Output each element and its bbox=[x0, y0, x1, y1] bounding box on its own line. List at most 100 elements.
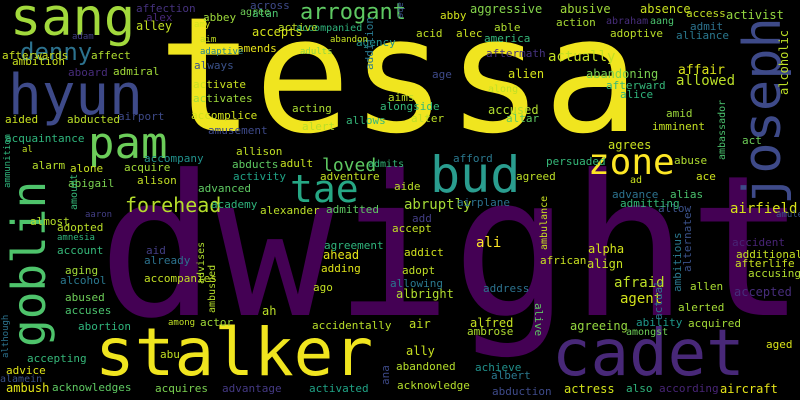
word-america: america bbox=[484, 32, 531, 45]
word-aaron: aaron bbox=[85, 210, 113, 220]
word-alfred: alfred bbox=[470, 316, 514, 330]
word-aging: aging bbox=[65, 264, 99, 277]
word-abe: abe bbox=[395, 2, 405, 19]
word-ability: ability bbox=[636, 316, 683, 329]
word-arrogant: arrogant bbox=[300, 0, 406, 25]
word-alley: alley bbox=[136, 19, 173, 33]
word-amid: amid bbox=[666, 107, 693, 120]
word-african: actual bbox=[652, 280, 665, 320]
word-alec: alec bbox=[456, 27, 483, 40]
word-accompanied: accompanied bbox=[296, 23, 363, 34]
word-airfield: airfield bbox=[730, 201, 798, 217]
word-ah: ah bbox=[262, 304, 277, 318]
word-adam: aid bbox=[146, 244, 166, 257]
word-hyun: hyun bbox=[8, 63, 143, 128]
word-abruptly: abruptly bbox=[404, 197, 472, 213]
word-actress: actress bbox=[564, 382, 615, 396]
word-admiral: admiral bbox=[113, 65, 160, 78]
word-abusive: abusive bbox=[560, 2, 611, 16]
word-forehead: forehead bbox=[125, 193, 222, 217]
word-abby: abby bbox=[440, 9, 467, 22]
word-imminent: ad bbox=[630, 175, 643, 186]
word-dwight: dwight bbox=[98, 134, 800, 362]
word-agent: agent bbox=[620, 291, 663, 307]
word-afford: agreed bbox=[516, 170, 556, 183]
word-adaptive: adaptive bbox=[200, 47, 244, 57]
word-aggressive: aggressive bbox=[470, 2, 543, 16]
word-agreement: allowing bbox=[390, 277, 443, 290]
word-ambrose: ambrose bbox=[467, 325, 514, 338]
word-adopted: adopted bbox=[57, 221, 104, 234]
word-alice: alice bbox=[620, 88, 654, 101]
word-allison: allison bbox=[236, 145, 283, 158]
word-acid: acid bbox=[416, 27, 443, 40]
word-adding: adding bbox=[321, 262, 361, 275]
word-according: according bbox=[659, 382, 719, 395]
word-age: along bbox=[488, 84, 519, 95]
word-ally: ally bbox=[406, 344, 435, 358]
word-alien: alien bbox=[508, 67, 545, 81]
word-airplane: accept bbox=[392, 222, 432, 235]
word-activates: activates bbox=[193, 92, 253, 105]
word-ana: amulet bbox=[776, 210, 800, 220]
word-abbey: abbey bbox=[203, 11, 237, 24]
word-accusing: accusing bbox=[748, 267, 800, 280]
word-adult: adult bbox=[280, 157, 314, 170]
word-accept: ago bbox=[313, 281, 333, 294]
word-accompany: accompany bbox=[144, 152, 204, 165]
word-allows: alongside bbox=[380, 100, 440, 113]
word-sang: sang bbox=[10, 0, 136, 48]
word-academy: academy bbox=[211, 198, 258, 211]
word-already: advises bbox=[196, 241, 207, 284]
word-aftermath: altar bbox=[506, 112, 540, 125]
word-ambitious: ana bbox=[379, 365, 392, 385]
word-accident-left: aim bbox=[200, 35, 217, 45]
word-ali: ali bbox=[476, 235, 502, 251]
word-air: air bbox=[409, 317, 431, 331]
word-alliance: alliance bbox=[676, 29, 729, 42]
word-actual: alternate bbox=[681, 212, 694, 272]
word-alamein: alamein bbox=[0, 374, 43, 385]
word-activated: activated bbox=[309, 382, 369, 395]
word-advance: allow bbox=[658, 202, 692, 215]
word-additional: additional bbox=[736, 248, 800, 261]
word-accident: accident bbox=[732, 236, 785, 249]
word-accuses: accuses bbox=[65, 304, 112, 317]
word-alter: alter bbox=[411, 112, 445, 125]
word-advantage: advantage bbox=[222, 382, 282, 395]
word-ambush: ambush bbox=[6, 381, 50, 395]
word-amnesia: amnesia bbox=[57, 233, 95, 243]
word-accused: accused bbox=[488, 103, 539, 117]
word-alias: admitting bbox=[620, 197, 680, 210]
word-abigail: abigail bbox=[68, 177, 115, 190]
word-alive: alive bbox=[532, 303, 545, 337]
word-aim: aftermath bbox=[486, 47, 546, 60]
word-action: action bbox=[556, 16, 596, 29]
word-alerted: alerted bbox=[678, 301, 725, 314]
word-afraid: afraid bbox=[614, 275, 665, 291]
word-alcoholic: alcoholic bbox=[777, 29, 791, 95]
word-amount: ammunition bbox=[3, 133, 13, 188]
word-abandoning: abandoning bbox=[586, 67, 659, 81]
word-admitted: admitted bbox=[326, 203, 379, 216]
word-bud: bud bbox=[430, 146, 521, 204]
word-ambition: ambition bbox=[12, 55, 65, 68]
word-address: address bbox=[483, 282, 530, 295]
word-acquires: acquires bbox=[155, 382, 208, 395]
word-altar: imminent bbox=[652, 120, 705, 133]
word-alexander: alexander bbox=[260, 204, 320, 217]
word-aid: accompanies bbox=[144, 272, 217, 285]
word-abandoned: abandoned bbox=[396, 360, 456, 373]
word-abused: abused bbox=[65, 291, 105, 304]
word-ammunition: adam bbox=[72, 32, 94, 42]
word-amongst: amongst bbox=[626, 327, 669, 338]
word-alarm: alarm bbox=[32, 159, 66, 172]
word-agrees: abuse bbox=[674, 154, 708, 167]
word-alex: alex bbox=[146, 11, 173, 24]
word-pam: pam bbox=[88, 118, 168, 169]
word-account: account bbox=[57, 244, 104, 257]
word-always: already bbox=[144, 254, 191, 267]
word-alternate: although bbox=[1, 314, 11, 358]
word-allow: afford bbox=[453, 152, 493, 165]
word-allowing: ambulance bbox=[539, 195, 550, 250]
